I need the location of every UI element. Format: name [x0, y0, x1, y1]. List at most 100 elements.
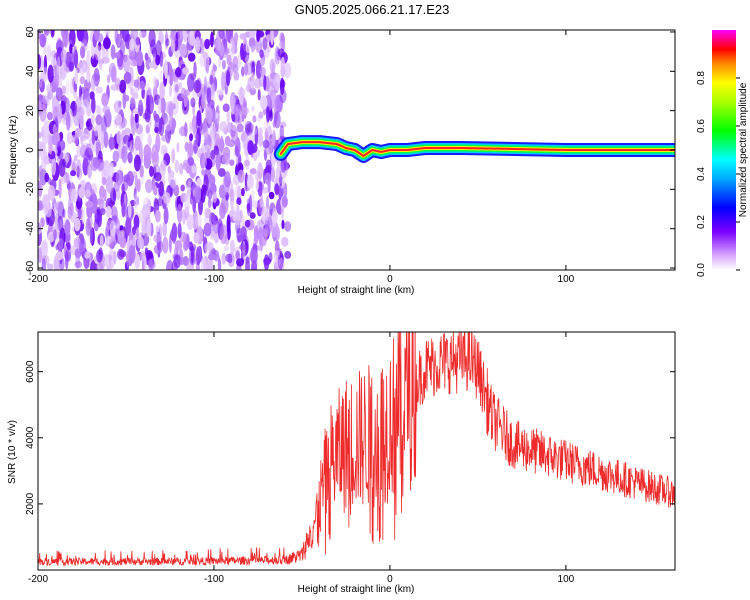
noise-blob: [271, 211, 278, 224]
noise-blob: [236, 123, 244, 133]
noise-blob: [148, 258, 153, 270]
noise-blob: [239, 86, 244, 107]
noise-blob: [50, 157, 57, 176]
noise-blob: [94, 44, 102, 61]
noise-blob: [133, 79, 140, 88]
noise-blob: [257, 219, 265, 229]
noise-blob: [223, 245, 230, 252]
noise-blob: [278, 257, 285, 270]
noise-blob: [171, 148, 176, 164]
noise-blob: [53, 83, 58, 92]
snr-frame: [37, 331, 676, 571]
y-tick-label: 4000: [25, 426, 36, 449]
noise-blob: [168, 233, 172, 253]
noise-blob: [224, 135, 231, 146]
noise-blob: [163, 206, 169, 225]
noise-blob: [123, 94, 130, 102]
noise-blob: [203, 222, 212, 237]
noise-blob: [119, 236, 127, 248]
noise-blob: [107, 74, 111, 84]
noise-blob: [79, 76, 86, 85]
noise-blob: [183, 159, 189, 167]
x-tick-label: -100: [204, 274, 224, 285]
noise-blob: [158, 240, 164, 253]
noise-blob: [130, 112, 135, 128]
noise-blob: [57, 139, 66, 151]
x-tick-label: 100: [558, 274, 575, 285]
noise-blob: [160, 159, 167, 171]
noise-blob: [202, 155, 207, 168]
noise-blob: [264, 216, 273, 234]
noise-blob: [42, 239, 48, 249]
noise-blob: [101, 115, 107, 136]
noise-blob: [235, 105, 239, 124]
noise-blob: [284, 250, 292, 259]
noise-blob: [263, 74, 267, 91]
noise-blob: [255, 60, 262, 80]
noise-blob: [99, 57, 103, 71]
noise-blob: [245, 43, 250, 54]
noise-blob: [146, 94, 151, 113]
noise-blob: [250, 45, 255, 53]
noise-blob: [133, 193, 138, 210]
noise-blob: [257, 89, 261, 101]
noise-blob: [207, 198, 212, 209]
noise-blob: [40, 70, 46, 82]
noise-blob: [254, 125, 259, 146]
noise-blob: [78, 186, 86, 199]
noise-blob: [47, 185, 56, 201]
noise-blob: [103, 37, 111, 50]
noise-blob: [254, 77, 262, 89]
noise-blob: [127, 202, 132, 219]
noise-blob: [131, 226, 137, 236]
noise-blob: [101, 92, 109, 107]
noise-blob: [169, 176, 177, 189]
noise-blob: [38, 140, 42, 158]
noise-blob: [46, 111, 53, 121]
noise-blob: [195, 214, 203, 228]
noise-blob: [82, 99, 90, 114]
noise-blob: [207, 253, 216, 261]
noise-blob: [138, 31, 143, 38]
noise-blob: [233, 71, 240, 81]
noise-blob: [203, 174, 209, 192]
noise-blob: [236, 197, 242, 206]
noise-blob: [245, 54, 251, 64]
noise-blob: [91, 130, 96, 145]
noise-blob: [103, 131, 109, 149]
noise-blob: [185, 165, 192, 174]
noise-blob: [282, 174, 286, 188]
noise-blob: [78, 61, 86, 76]
noise-blob: [217, 38, 221, 53]
noise-blob: [180, 125, 189, 136]
noise-blob: [38, 94, 44, 101]
x-tick-label: 0: [387, 274, 393, 285]
noise-blob: [47, 90, 54, 100]
noise-blob: [100, 130, 105, 150]
noise-blob: [86, 50, 91, 69]
noise-blob: [129, 38, 136, 51]
noise-blob: [158, 181, 164, 197]
y-tick-label: 6000: [25, 360, 36, 383]
noise-blob: [260, 95, 268, 110]
noise-blob: [143, 256, 147, 270]
noise-blob: [119, 79, 127, 94]
noise-blob: [53, 229, 57, 241]
noise-blob: [219, 135, 224, 154]
y-tick-label: 0: [25, 147, 36, 153]
noise-blob: [279, 77, 285, 96]
noise-blob: [76, 30, 85, 42]
noise-blob: [180, 184, 185, 192]
noise-blob: [166, 259, 174, 270]
noise-blob: [163, 192, 171, 205]
noise-blob: [155, 225, 160, 233]
noise-blob: [123, 71, 132, 84]
noise-blob: [221, 252, 227, 265]
noise-blob: [62, 158, 66, 168]
y-tick-label: 40: [25, 65, 36, 77]
noise-blob: [223, 176, 232, 195]
noise-blob: [69, 202, 74, 216]
noise-blob: [164, 116, 172, 132]
noise-blob: [83, 129, 90, 140]
noise-blob: [48, 134, 53, 155]
